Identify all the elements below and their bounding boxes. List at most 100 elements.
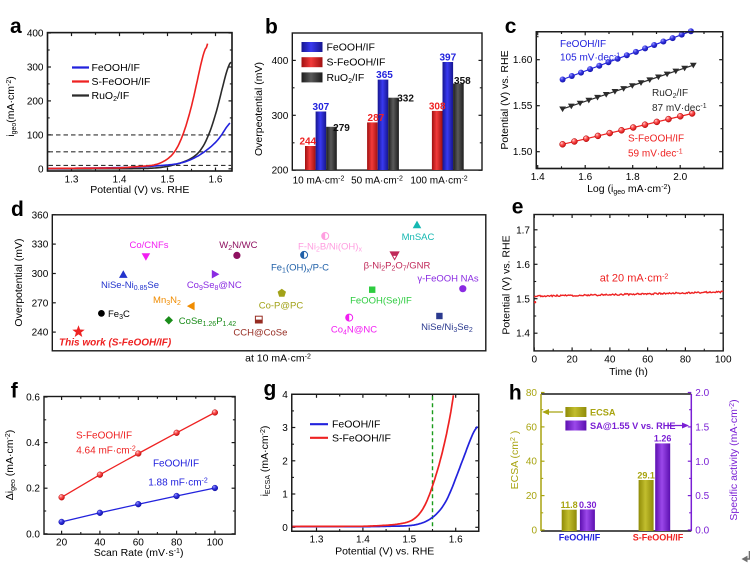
svg-text:1.60: 1.60 [513,55,533,66]
svg-text:100: 100 [715,354,732,365]
svg-text:e: e [512,195,524,218]
svg-text:4: 4 [282,390,288,401]
svg-text:c: c [505,15,517,38]
svg-text:300: 300 [272,111,289,122]
svg-text:1.4: 1.4 [531,172,545,183]
svg-text:244: 244 [299,137,316,148]
svg-text:RuO2/IF: RuO2/IF [92,90,130,103]
svg-text:200: 200 [27,96,44,107]
svg-text:FeOOH/IF: FeOOH/IF [327,42,375,54]
svg-text:105 mV·dec-1: 105 mV·dec-1 [560,53,620,64]
svg-text:80: 80 [171,538,183,549]
svg-text:308: 308 [429,101,446,112]
svg-text:0.0: 0.0 [695,526,709,537]
svg-text:S-FeOOH/IF: S-FeOOH/IF [92,76,151,88]
svg-text:100 mA·cm-2: 100 mA·cm-2 [410,176,467,187]
svg-text:1.5: 1.5 [402,535,416,546]
svg-text:a: a [10,15,22,38]
svg-text:1.5: 1.5 [695,422,709,433]
svg-text:0: 0 [282,523,288,534]
svg-text:330: 330 [32,240,49,251]
svg-text:40: 40 [604,354,616,365]
svg-text:Specific activity (mA·cm-2): Specific activity (mA·cm-2) [728,399,740,520]
svg-text:FeOOH/IF: FeOOH/IF [560,39,606,50]
svg-text:365: 365 [376,70,393,81]
svg-text:β-Ni2P2O7/GNR: β-Ni2P2O7/GNR [364,261,431,273]
svg-text:0.2: 0.2 [26,484,40,495]
svg-text:2.0: 2.0 [695,388,709,399]
svg-text:240: 240 [32,328,49,339]
svg-text:γ-FeOOH NAs: γ-FeOOH NAs [417,274,478,285]
svg-text:279: 279 [333,123,350,134]
svg-text:Potential (V) vs. RHE: Potential (V) vs. RHE [90,184,189,196]
svg-text:270: 270 [32,298,49,309]
svg-text:Time (h): Time (h) [609,366,648,378]
svg-text:0.4: 0.4 [26,438,40,449]
svg-text:287: 287 [368,113,385,124]
svg-text:2.0: 2.0 [673,172,687,183]
svg-text:1.3: 1.3 [65,175,79,186]
svg-text:This work (S-FeOOH/IF): This work (S-FeOOH/IF) [59,338,172,349]
svg-text:Scan Rate (mV·s-1): Scan Rate (mV·s-1) [94,547,184,559]
svg-text:Co-P@PC: Co-P@PC [259,301,304,312]
svg-text:397: 397 [439,53,456,64]
svg-text:FeOOH(Se)/IF: FeOOH(Se)/IF [350,296,412,307]
svg-text:SA@1.55 V vs. RHE: SA@1.55 V vs. RHE [590,421,676,431]
svg-text:MnSAC: MnSAC [402,232,435,243]
svg-text:S-FeOOH/IF: S-FeOOH/IF [76,431,132,442]
svg-text:1.4: 1.4 [356,535,370,546]
svg-text:0: 0 [38,164,44,175]
svg-text:FeOOH/IF: FeOOH/IF [153,459,199,470]
svg-text:87 mV·dec-1: 87 mV·dec-1 [652,103,707,114]
svg-text:0.5: 0.5 [695,491,709,502]
svg-text:RuO2/IF: RuO2/IF [652,88,688,100]
svg-text:40: 40 [94,538,106,549]
svg-text:0: 0 [531,526,537,537]
svg-text:300: 300 [27,62,44,73]
svg-text:400: 400 [27,29,44,40]
svg-text:at 20 mA·cm-2: at 20 mA·cm-2 [600,273,669,285]
svg-text:0.6: 0.6 [26,393,40,404]
svg-text:1.6: 1.6 [209,175,223,186]
svg-text:S-FeOOH/IF: S-FeOOH/IF [628,134,684,145]
svg-text:1.5: 1.5 [161,175,175,186]
svg-text:1.55: 1.55 [513,101,533,112]
svg-text:59 mV·dec-1: 59 mV·dec-1 [628,149,683,160]
svg-text:1.0: 1.0 [695,457,709,468]
svg-text:Potential (V) vs. RHE: Potential (V) vs. RHE [335,545,434,557]
svg-text:FeOOH/IF: FeOOH/IF [559,533,601,543]
svg-text:NiSe-Ni0.85Se: NiSe-Ni0.85Se [101,280,159,292]
svg-text:11.8: 11.8 [561,500,578,510]
svg-text:FeOOH/IF: FeOOH/IF [332,419,380,431]
svg-text:Co4N@NC: Co4N@NC [331,325,377,337]
svg-text:10 mA·cm-2: 10 mA·cm-2 [293,176,345,187]
svg-text:h: h [509,382,522,405]
svg-text:1.6: 1.6 [449,535,463,546]
svg-text:Overpeotential (mV): Overpeotential (mV) [253,62,265,156]
svg-text:f: f [11,379,19,402]
svg-text:29.1: 29.1 [637,471,655,481]
svg-text:Overpotential (mV): Overpotential (mV) [13,238,25,326]
svg-text:1.4: 1.4 [516,329,530,340]
svg-text:0: 0 [532,354,538,365]
svg-text:1.88 mF·cm-2: 1.88 mF·cm-2 [148,478,208,489]
svg-text:ECSA (cm2 ): ECSA (cm2 ) [509,431,521,490]
svg-text:ECSA: ECSA [590,408,616,418]
svg-text:400: 400 [272,56,289,67]
svg-text:Fe3C: Fe3C [108,309,130,321]
svg-text:g: g [263,377,276,400]
svg-text:1.50: 1.50 [513,147,533,158]
svg-text:b: b [265,15,278,38]
svg-text:2: 2 [282,456,288,467]
svg-text:60: 60 [526,422,538,433]
svg-text:50 mA·cm-2: 50 mA·cm-2 [351,176,403,187]
svg-text:Log (igeo mA·cm-2): Log (igeo mA·cm-2) [587,183,671,196]
svg-text:307: 307 [313,102,330,113]
svg-text:20: 20 [526,491,538,502]
svg-text:S-FeOOH/IF: S-FeOOH/IF [327,57,386,69]
svg-text:80: 80 [680,354,692,365]
svg-text:Mn3N2: Mn3N2 [153,295,181,307]
svg-text:Co/CNFs: Co/CNFs [129,240,168,251]
svg-text:100: 100 [207,538,224,549]
svg-text:20: 20 [56,538,68,549]
